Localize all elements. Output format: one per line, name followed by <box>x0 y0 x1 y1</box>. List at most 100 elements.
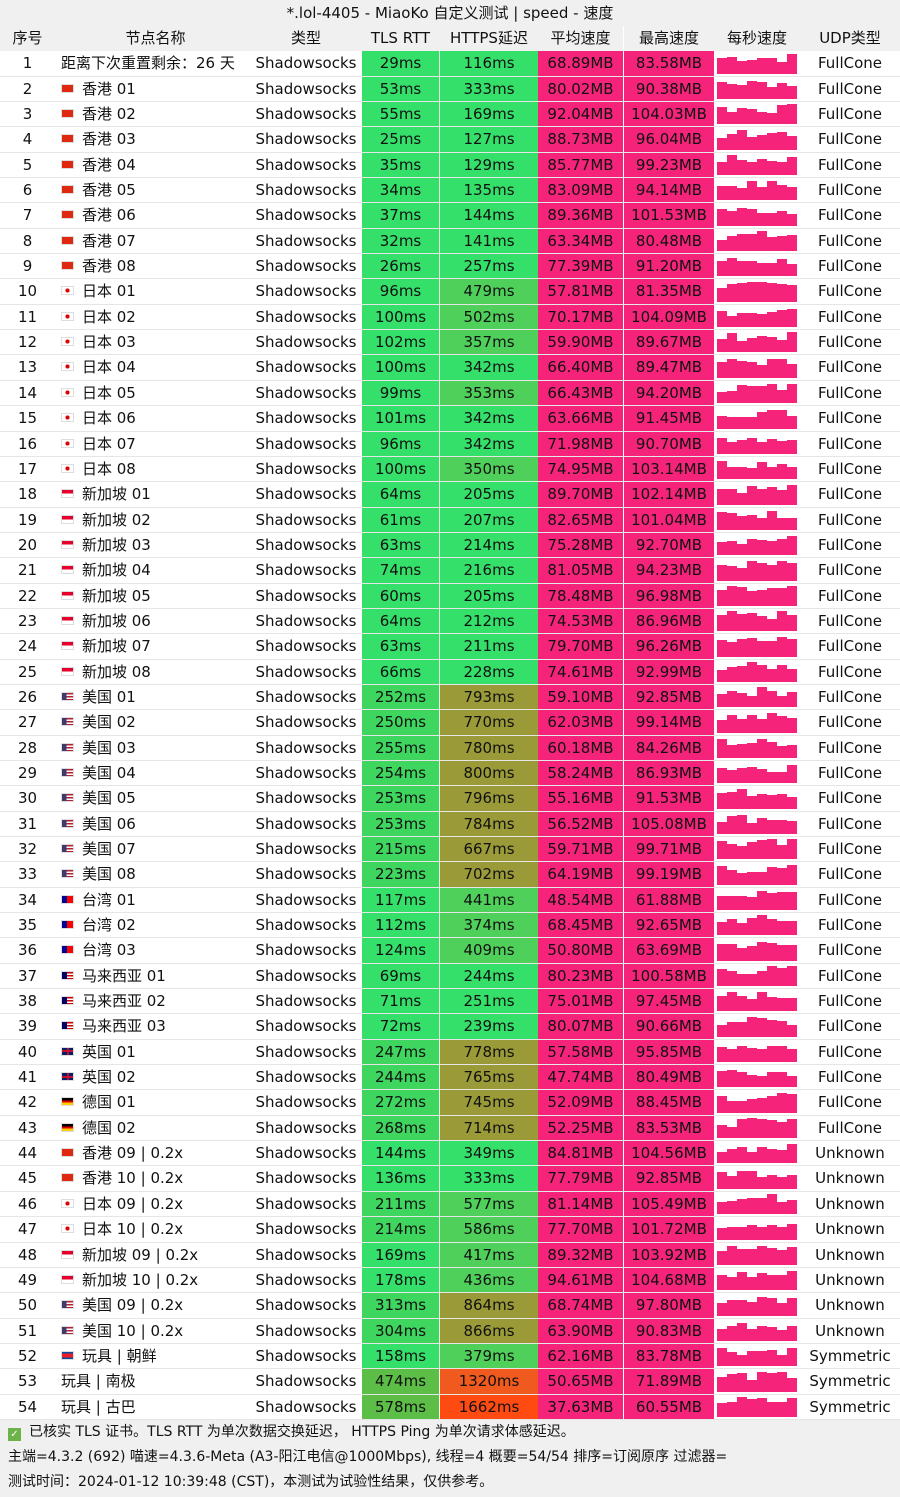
https-latency: 342ms <box>440 431 538 456</box>
table-row: 41 英国 02 Shadowsocks 244ms 765ms 47.74MB… <box>0 1065 900 1091</box>
avg-speed: 74.53MB <box>538 608 624 634</box>
row-index: 4 <box>22 130 33 149</box>
https-latency: 796ms <box>440 786 538 811</box>
node-type: Shadowsocks <box>255 1321 357 1340</box>
max-speed: 90.70MB <box>624 431 714 456</box>
https-latency: 144ms <box>440 203 538 228</box>
per-second-speed-chart <box>714 1192 800 1216</box>
per-second-speed-bar <box>737 638 747 657</box>
https-latency: 780ms <box>440 735 538 760</box>
per-second-speed-bar <box>767 669 777 682</box>
row-index: 21 <box>17 561 38 580</box>
per-second-speed-bar <box>737 872 747 885</box>
taiwan-flag-icon <box>61 920 74 930</box>
https-latency: 586ms <box>440 1217 538 1242</box>
per-second-speed-bar <box>777 664 787 682</box>
per-second-speed-bar <box>737 61 747 74</box>
table-row: 24 新加坡 07 Shadowsocks 63ms 211ms 79.70MB… <box>0 634 900 660</box>
udp-type: FullCone <box>817 231 883 250</box>
per-second-speed-bar <box>787 944 797 961</box>
per-second-speed-bar <box>727 992 737 1012</box>
per-second-speed-bar <box>757 186 767 201</box>
table-row: 33 美国 08 Shadowsocks 223ms 702ms 64.19MB… <box>0 862 900 888</box>
per-second-speed-chart <box>714 153 800 177</box>
table-row: 7 香港 06 Shadowsocks 37ms 144ms 89.36MB 1… <box>0 203 900 229</box>
node-type: Shadowsocks <box>255 155 357 174</box>
node-name-text: 新加坡 04 <box>82 561 151 580</box>
max-speed: 94.23MB <box>624 558 714 583</box>
header-per-second-speed: 每秒速度 <box>726 29 787 47</box>
per-second-speed-bar <box>717 793 727 809</box>
https-latency: 169ms <box>440 102 538 127</box>
per-second-speed-bar <box>727 792 737 809</box>
node-type: Shadowsocks <box>255 1245 357 1264</box>
https-latency: 864ms <box>440 1293 538 1318</box>
row-index: 31 <box>17 814 38 833</box>
per-second-speed-bar <box>787 384 797 404</box>
per-second-speed-chart <box>714 837 800 861</box>
tls-rtt: 253ms <box>362 786 440 811</box>
per-second-speed-bar <box>747 417 757 429</box>
per-second-speed-bar <box>737 1022 747 1037</box>
per-second-speed-bar <box>767 641 777 657</box>
per-second-speed-bar <box>727 1100 737 1113</box>
per-second-speed-bar <box>787 235 797 252</box>
https-latency: 502ms <box>440 304 538 330</box>
per-second-speed-bar <box>787 997 797 1012</box>
per-second-speed-bar <box>787 440 797 454</box>
per-second-speed-chart <box>714 178 800 202</box>
node-name-text: 新加坡 06 <box>82 611 151 630</box>
per-second-speed-bar <box>777 1402 787 1417</box>
per-second-speed-bar <box>777 162 787 176</box>
per-second-speed-bar <box>727 390 737 404</box>
node-name: 新加坡 06 <box>55 609 250 633</box>
per-second-speed-bar <box>787 156 797 176</box>
node-name-text: 日本 08 <box>82 459 136 478</box>
avg-speed: 63.90MB <box>538 1318 624 1343</box>
node-type: Shadowsocks <box>255 459 357 478</box>
per-second-speed-bar <box>747 1225 757 1240</box>
tls-rtt: 74ms <box>362 558 440 583</box>
node-name-text: 玩具 | 古巴 <box>61 1397 136 1416</box>
row-index: 6 <box>22 181 33 200</box>
per-second-speed-bar <box>737 1100 747 1113</box>
row-index: 36 <box>17 941 38 960</box>
per-second-speed-bar <box>737 1354 747 1367</box>
udp-type: FullCone <box>817 611 883 630</box>
per-second-speed-chart <box>714 1065 800 1089</box>
row-index: 9 <box>22 257 33 276</box>
node-type: Shadowsocks <box>255 510 357 529</box>
avg-speed: 63.34MB <box>538 228 624 254</box>
tls-rtt: 61ms <box>362 507 440 532</box>
avg-speed: 80.23MB <box>538 963 624 989</box>
per-second-speed-bar <box>747 80 757 100</box>
per-second-speed-chart <box>714 432 800 456</box>
table-row: 6 香港 05 Shadowsocks 34ms 135ms 83.09MB 9… <box>0 178 900 204</box>
per-second-speed-bar <box>737 188 747 201</box>
node-name: 日本 10 | 0.2x <box>55 1217 250 1241</box>
max-speed: 99.71MB <box>624 837 714 862</box>
per-second-speed-bar <box>777 258 787 277</box>
avg-speed: 83.09MB <box>538 178 624 203</box>
per-second-speed-bar <box>777 891 787 911</box>
udp-type: FullCone <box>817 130 883 149</box>
max-speed: 86.96MB <box>624 608 714 634</box>
per-second-speed-bar <box>757 664 767 682</box>
node-name: 距离下次重置剩余：26 天 <box>55 51 250 75</box>
hong-kong-flag-icon <box>61 83 74 93</box>
per-second-speed-chart <box>714 660 800 684</box>
per-second-speed-bar <box>737 815 747 834</box>
https-latency: 129ms <box>440 152 538 178</box>
per-second-speed-chart <box>714 710 800 734</box>
table-row: 17 日本 08 Shadowsocks 100ms 350ms 74.95MB… <box>0 456 900 483</box>
per-second-speed-chart <box>714 203 800 227</box>
node-name: 新加坡 03 <box>55 533 250 557</box>
hong-kong-flag-icon <box>61 235 74 245</box>
udp-type: Unknown <box>815 1321 885 1340</box>
per-second-speed-bar <box>747 973 757 987</box>
node-type: Shadowsocks <box>255 713 357 732</box>
node-name: 美国 02 <box>55 710 250 734</box>
max-speed: 84.26MB <box>624 735 714 760</box>
table-row: 44 香港 09 | 0.2x Shadowsocks 144ms 349ms … <box>0 1141 900 1167</box>
per-second-speed-bar <box>767 741 777 758</box>
